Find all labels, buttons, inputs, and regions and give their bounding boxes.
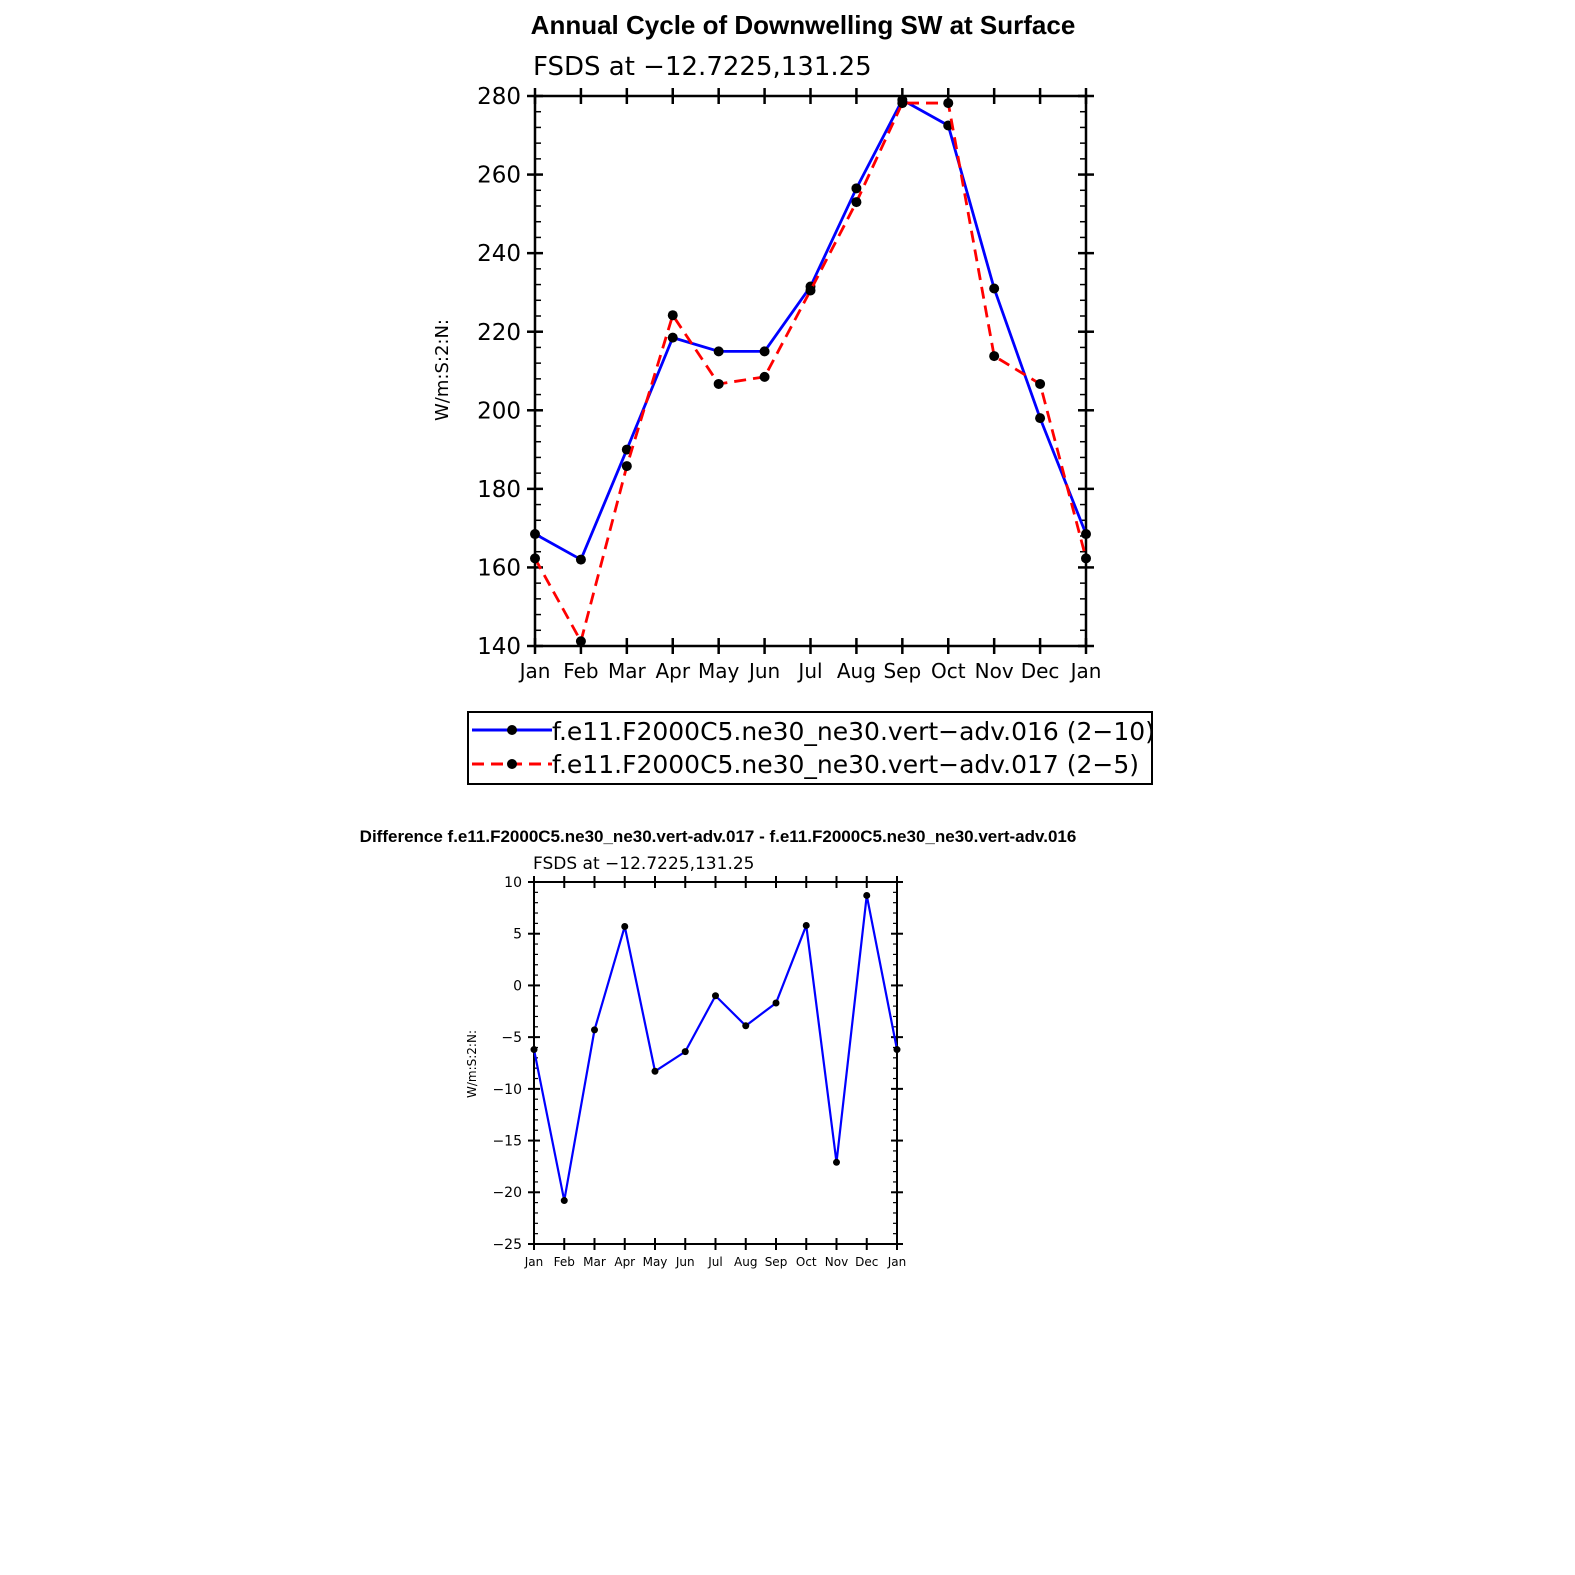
top-series-1-point xyxy=(1081,529,1091,540)
bottom-series-1-point xyxy=(651,1067,659,1075)
bottom-series-1-point xyxy=(802,921,810,929)
bottom-ytick-label: −25 xyxy=(492,1237,522,1253)
legend-marker-series-2 xyxy=(507,759,517,769)
bottom-ytick-label: −20 xyxy=(492,1185,522,1201)
top-series-1-point xyxy=(667,332,678,343)
legend-label-series-2: f.e11.F2000C5.ne30_ne30.vert−adv.017 (2−… xyxy=(552,750,1139,779)
bottom-series-1-point xyxy=(712,992,719,1000)
top-series-1-point xyxy=(713,346,724,357)
top-xtick-label: Mar xyxy=(608,659,647,683)
top-series-2-point xyxy=(713,378,724,389)
bottom-ytick-label: −15 xyxy=(492,1133,522,1149)
bottom-series-1-line xyxy=(532,895,899,1201)
top-ytick-label: 140 xyxy=(477,634,521,660)
top-ytick-label: 240 xyxy=(477,241,521,267)
bottom-series-1-point xyxy=(591,1026,598,1034)
bottom-chart-plot: −25 −20 −15 −10 −5 0 5 10 Jan Feb Mar Apr May Jun Jul A… xyxy=(492,875,906,1269)
top-series-1-point xyxy=(575,554,586,565)
bottom-xtick-label: Jul xyxy=(707,1255,722,1269)
top-ytick-label: 200 xyxy=(477,398,521,424)
top-series-2-point xyxy=(805,285,816,296)
top-series-1-point xyxy=(851,183,862,194)
top-series-2-point xyxy=(621,461,632,472)
bottom-xtick-label: Dec xyxy=(855,1255,878,1269)
legend-marker-series-1 xyxy=(507,725,517,735)
bottom-series-1-point xyxy=(893,1046,901,1054)
bottom-series-1-point xyxy=(681,1048,689,1056)
bottom-series-1-point xyxy=(833,1158,840,1166)
top-xtick-label: Jun xyxy=(747,659,780,683)
top-ytick-label: 280 xyxy=(477,84,521,110)
bottom-ytick-label: −5 xyxy=(501,1030,522,1046)
top-xtick-label: Dec xyxy=(1021,659,1060,683)
top-series-2-point xyxy=(1081,553,1091,564)
top-chart-title: Annual Cycle of Downwelling SW at Surfac… xyxy=(531,10,1076,40)
top-plot-frame xyxy=(533,94,1088,648)
top-ytick-label: 160 xyxy=(477,555,521,581)
top-chart-subtitle: FSDS at −12.7225,131.25 xyxy=(533,52,872,82)
bottom-ytick-label: 5 xyxy=(513,927,522,943)
top-series-2-point xyxy=(575,636,586,647)
bottom-xtick-label: Feb xyxy=(554,1255,575,1269)
bottom-xtick-label: Jan xyxy=(524,1255,544,1269)
bottom-xtick-label: Aug xyxy=(734,1255,757,1269)
top-ytick-label: 220 xyxy=(477,320,521,346)
bottom-xtick-label: Jun xyxy=(675,1255,695,1269)
top-chart-ylabel: W/m:S:2:N: xyxy=(432,319,453,421)
bottom-xtick-label: Oct xyxy=(796,1255,817,1269)
bottom-chart-subtitle: FSDS at −12.7225,131.25 xyxy=(533,854,754,874)
top-xtick-label: Apr xyxy=(655,659,690,683)
top-xtick-label: Nov xyxy=(975,659,1014,683)
bottom-xtick-label: May xyxy=(643,1255,668,1269)
legend-label-series-1: f.e11.F2000C5.ne30_ne30.vert−adv.016 (2−… xyxy=(552,717,1155,746)
top-series-1-point xyxy=(530,529,540,540)
top-xtick-label: Aug xyxy=(837,659,876,683)
top-xtick-label: Jan xyxy=(1069,659,1102,683)
bottom-xtick-label: Mar xyxy=(583,1255,606,1269)
top-xtick-label: May xyxy=(698,659,740,683)
top-series-2-point xyxy=(943,98,954,109)
top-chart-plot: 140 160 180 200 220 240 260 280 Jan Feb Mar Apr May J… xyxy=(477,84,1101,683)
bottom-series-1-point xyxy=(863,891,871,899)
top-series-1-point xyxy=(989,283,1000,294)
top-series-1-line xyxy=(534,98,1088,562)
top-series-1-point xyxy=(759,346,770,357)
top-series-2-point xyxy=(759,371,770,382)
bottom-chart-ylabel: W/m:S:2:N: xyxy=(465,1030,479,1098)
bottom-series-1-point xyxy=(742,1022,750,1030)
top-series-1-point xyxy=(621,444,632,455)
top-series-2-point xyxy=(1035,378,1046,389)
bottom-ytick-label: 0 xyxy=(513,978,522,994)
top-ytick-label: 260 xyxy=(477,163,521,189)
bottom-ytick-label: −10 xyxy=(492,1082,522,1098)
bottom-xtick-label: Apr xyxy=(614,1255,635,1269)
bottom-xtick-label: Sep xyxy=(765,1255,788,1269)
top-series-1-point xyxy=(1035,413,1046,424)
top-xtick-label: Feb xyxy=(563,659,598,683)
top-series-2-point xyxy=(530,553,540,564)
legend-box xyxy=(467,711,1153,785)
top-series-2-line xyxy=(533,101,1088,646)
top-xtick-label: Jan xyxy=(518,659,551,683)
bottom-xtick-label: Jan xyxy=(887,1255,907,1269)
top-xtick-label: Sep xyxy=(883,659,921,683)
top-xtick-label: Jul xyxy=(796,659,822,683)
bottom-ytick-label: 10 xyxy=(504,875,522,891)
top-chart-legend: f.e11.F2000C5.ne30_ne30.vert−adv.016 (2−… xyxy=(467,711,1155,785)
bottom-series-1-point xyxy=(772,999,780,1007)
top-series-2-point xyxy=(851,197,862,208)
bottom-series-1-point xyxy=(560,1197,568,1205)
bottom-chart-title: Difference f.e11.F2000C5.ne30_ne30.vert-… xyxy=(360,827,1077,846)
top-series-2-point xyxy=(989,351,1000,362)
bottom-xtick-label: Nov xyxy=(825,1255,848,1269)
top-series-2-point xyxy=(897,98,908,109)
bottom-series-1-point xyxy=(530,1046,538,1054)
top-series-2-point xyxy=(667,310,678,321)
top-ytick-label: 180 xyxy=(477,477,521,503)
bottom-series-1-point xyxy=(621,922,629,930)
top-xtick-label: Oct xyxy=(931,659,966,683)
